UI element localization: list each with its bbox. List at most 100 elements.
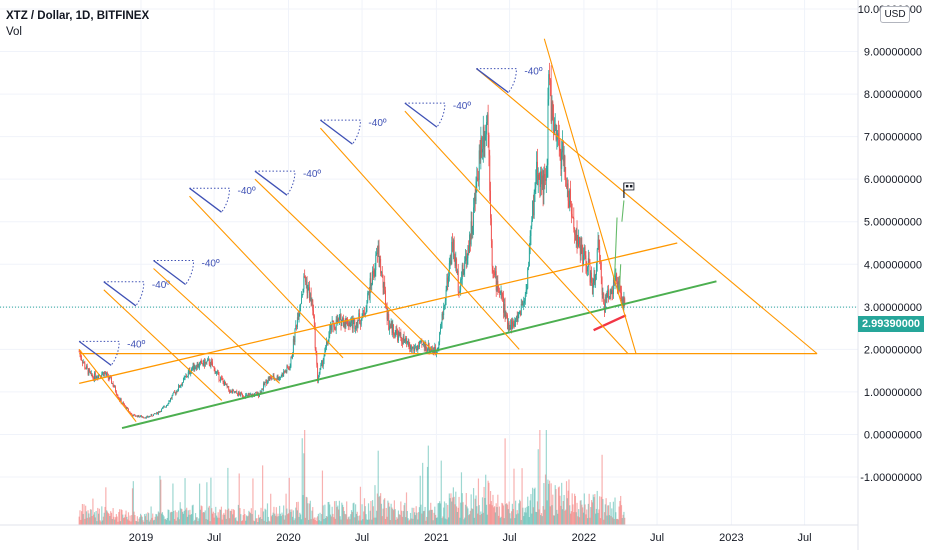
volume-bar [94, 517, 96, 525]
volume-bar [569, 513, 572, 525]
candle-body [570, 189, 572, 204]
candle-body [402, 342, 403, 345]
volume-bar [486, 514, 488, 525]
candle-body [275, 379, 277, 380]
volume-bar [512, 508, 514, 525]
candle-body [384, 282, 386, 291]
candle-body [145, 416, 147, 419]
volume-bar [371, 500, 374, 525]
candle-body [607, 289, 609, 294]
volume-bar [236, 521, 239, 525]
volume-bar [97, 513, 100, 525]
volume-bar [281, 512, 283, 525]
candle-body [536, 161, 538, 185]
candle-body [152, 415, 154, 417]
volume-bar [232, 509, 235, 525]
volume-bar [540, 513, 543, 525]
candle-body [153, 413, 155, 415]
volume-bar [384, 498, 386, 525]
candle-body [129, 411, 131, 414]
volume-bar [567, 490, 569, 525]
volume-bar [251, 514, 253, 525]
angle-arc [476, 68, 517, 93]
volume-bar [574, 495, 577, 525]
volume-bar [410, 518, 412, 525]
volume-bar [317, 513, 320, 525]
candle-body [168, 401, 170, 404]
volume-bar [545, 430, 547, 525]
candle-body [190, 373, 192, 374]
volume-bar [380, 503, 383, 525]
candle-body [289, 366, 291, 371]
volume-bar [522, 507, 524, 525]
candle-body [279, 377, 281, 378]
candle-body [504, 303, 506, 317]
volume-bar [387, 500, 389, 525]
candle-body [425, 343, 427, 351]
volume-bar [176, 512, 178, 525]
volume-bar [158, 512, 160, 525]
candle-body [372, 270, 374, 275]
angle-arc [103, 281, 145, 307]
candle-body [562, 142, 563, 153]
symbol-title[interactable]: XTZ / Dollar, 1D, BITFINEX [6, 10, 150, 22]
volume-label[interactable]: Vol [6, 26, 22, 38]
candle-body [84, 362, 86, 369]
candle-body [477, 177, 479, 180]
volume-bar [253, 520, 255, 525]
candle-body [597, 239, 599, 250]
volume-bar [99, 520, 101, 525]
candle-body [343, 322, 345, 327]
volume-bar [377, 450, 379, 525]
volume-bar [460, 472, 463, 525]
candle-body [483, 126, 485, 147]
candle-body [309, 287, 310, 301]
candle-body [551, 101, 553, 122]
candle-body [112, 383, 114, 387]
descending-channel-line [78, 349, 137, 423]
volume-bar [108, 513, 110, 525]
volume-bar [262, 511, 265, 525]
green-trendline [121, 280, 717, 430]
candle-body [429, 348, 431, 352]
volume-bar [152, 513, 154, 525]
candle-body [140, 415, 142, 418]
candle-body [160, 411, 162, 412]
candle-body [187, 376, 188, 378]
angle-arc [254, 170, 296, 196]
candle-body [515, 319, 517, 322]
volume-bar [314, 520, 316, 525]
candle-body [606, 293, 608, 299]
y-tick-label: 7.00000000 [864, 132, 922, 144]
candle-body [246, 394, 247, 396]
candle-body [515, 316, 517, 320]
candle-body [314, 325, 316, 349]
volume-bar [505, 504, 507, 525]
volume-bar [323, 519, 325, 525]
volume-bar [426, 516, 428, 525]
volume-bar [309, 500, 311, 525]
candle-body [514, 321, 516, 327]
candle-body [610, 290, 612, 295]
candle-body [89, 369, 91, 372]
candle-body [450, 260, 452, 265]
volume-bar [498, 515, 500, 525]
candle-body [508, 322, 510, 331]
volume-bar [618, 506, 620, 525]
volume-bar [477, 478, 480, 525]
volume-bar [442, 516, 444, 525]
volume-bar [392, 508, 394, 525]
candle-body [417, 345, 419, 350]
volume-bar [602, 499, 604, 525]
candle-body [528, 245, 530, 267]
candle-body [123, 404, 125, 406]
volume-bar [569, 505, 571, 525]
currency-badge[interactable]: USD [880, 6, 910, 23]
volume-bar [493, 506, 496, 525]
volume-bar [572, 504, 574, 525]
candle-body [609, 290, 611, 298]
candle-body [161, 407, 163, 409]
volume-bar [139, 513, 142, 525]
